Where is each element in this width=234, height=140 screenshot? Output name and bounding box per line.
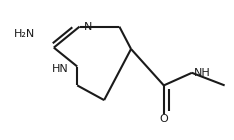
Text: H₂N: H₂N: [14, 29, 35, 39]
Text: O: O: [159, 114, 168, 124]
Text: N: N: [84, 22, 93, 32]
Text: HN: HN: [52, 64, 69, 74]
Text: NH: NH: [194, 68, 211, 78]
